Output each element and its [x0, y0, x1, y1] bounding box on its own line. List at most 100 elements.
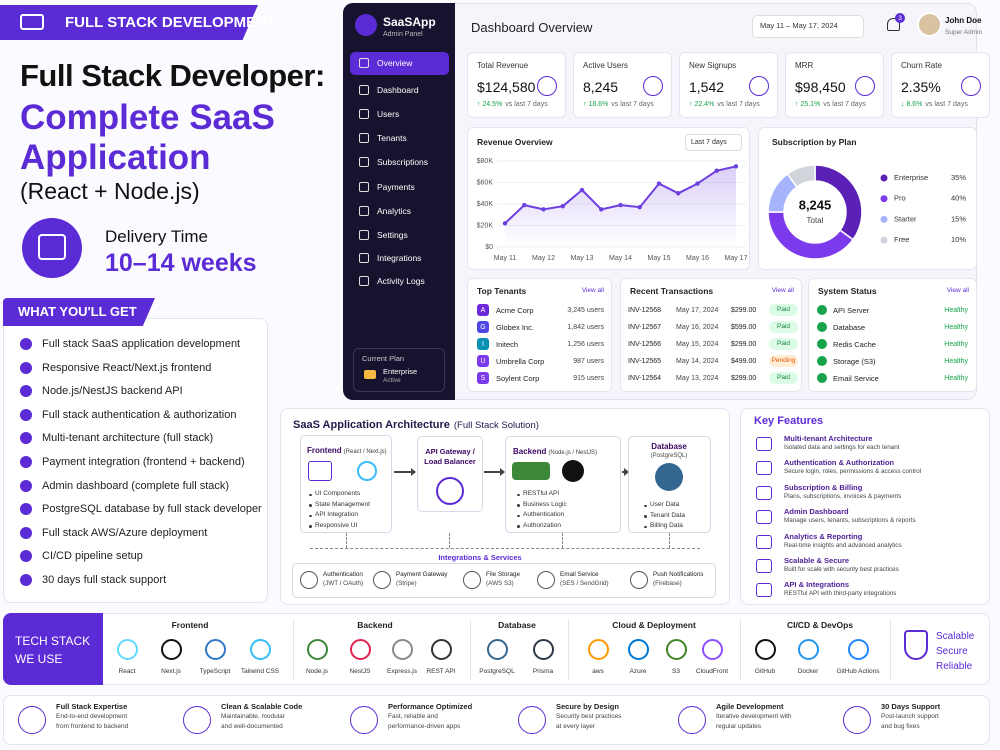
kpi-delta: ↑ 18.6%: [583, 101, 609, 108]
footer-desc: Iterative development with: [716, 713, 792, 720]
nav-icon: [359, 182, 369, 192]
nav-item[interactable]: Analytics: [377, 206, 412, 216]
tenant-badge: [477, 372, 489, 384]
footer-title: Full Stack Expertise: [56, 702, 128, 711]
nav-icon: [359, 276, 369, 286]
nav-item[interactable]: Payments: [377, 182, 415, 192]
tenant-users: 1,842 users: [567, 324, 604, 331]
user-name: John Doe: [945, 16, 982, 25]
invoice-amount: $299.00: [731, 375, 757, 382]
kpi-change: ↑ 25.1% vs last 7 days: [795, 101, 866, 108]
nav-item[interactable]: Tenants: [377, 133, 407, 143]
tenant-users: 3,245 users: [567, 307, 604, 314]
headline: Full Stack Developer:: [20, 58, 325, 93]
tech-name: Prisma: [532, 668, 554, 675]
tech-name: aws: [592, 668, 604, 675]
tag-text: FULL STACK DEVELOPMENT: [65, 14, 277, 31]
nav-icon: [359, 157, 369, 167]
table-card: [467, 278, 612, 392]
nav-icon: [359, 253, 369, 263]
nav-item[interactable]: Dashboard: [377, 85, 419, 95]
footer-icon: [678, 706, 706, 734]
table-title: System Status: [818, 286, 877, 296]
tech-logo: [798, 639, 819, 660]
tenant-initial: A: [480, 307, 486, 314]
database-block: [628, 436, 711, 533]
feature-icon: [756, 583, 772, 598]
kpi-delta: ↑ 25.1%: [795, 101, 821, 108]
tenant-initial: I: [482, 341, 484, 348]
avatar: [917, 12, 942, 37]
tenant-name: Soylent Corp: [496, 374, 540, 383]
view-all-link[interactable]: View all: [946, 287, 969, 294]
group-title: Backend: [357, 620, 393, 630]
feature-title: Authentication & Authorization: [784, 458, 895, 468]
nav-item[interactable]: Activity Logs: [377, 276, 425, 286]
gateway-title: Load Balancer: [424, 457, 476, 466]
bullet-dot: [309, 504, 312, 507]
check-bullet: [20, 574, 32, 586]
block-sub: (React / Next.js): [343, 449, 387, 455]
group-divider: [568, 620, 569, 680]
integration-icon: [537, 571, 555, 589]
view-all-link[interactable]: View all: [581, 287, 604, 294]
kpi-icon: [855, 76, 875, 96]
feature-desc: Isolated data and settings for each tena…: [784, 444, 900, 451]
invoice-status: Paid: [776, 374, 791, 381]
nest-logo: [562, 460, 584, 482]
nav-item[interactable]: Settings: [377, 230, 408, 240]
bullet-dot: [309, 514, 312, 517]
subtitle: (React + Node.js): [20, 178, 200, 204]
table-title: Top Tenants: [477, 286, 527, 296]
tech-logo: [702, 639, 723, 660]
frontend-block: [300, 435, 392, 533]
date-picker[interactable]: [752, 15, 864, 38]
tenant-name: Globex Inc.: [496, 323, 534, 332]
features-box: [740, 408, 990, 605]
benefits-box: [3, 318, 268, 603]
feature-icon: [756, 437, 772, 451]
invoice-id: INV-12565: [628, 358, 662, 365]
feature-title: API & Integrations: [784, 580, 850, 590]
code-icon: [20, 14, 44, 30]
footer-desc: Fast, reliable and: [388, 713, 438, 720]
bell-icon[interactable]: [887, 18, 900, 31]
range-text[interactable]: Last 7 days: [691, 139, 727, 146]
shield-icon: [904, 630, 928, 660]
range-select[interactable]: [685, 134, 742, 151]
nav-item[interactable]: Overview: [377, 58, 413, 68]
integration-title: Email Service: [560, 571, 599, 578]
invoice-date: May 15, 2024: [676, 341, 719, 348]
block-heading: Frontend (React / Next.js): [307, 441, 387, 457]
invoice-status: Paid: [776, 340, 791, 347]
footer-title: 30 Days Support: [881, 702, 941, 711]
integration-sub: (Firebase): [653, 580, 682, 587]
footer-desc: Post-launch support: [881, 713, 939, 720]
check-bullet: [20, 526, 32, 539]
check-bullet: [20, 408, 32, 421]
nav-item[interactable]: Subscriptions: [377, 157, 429, 167]
tech-logo: [755, 639, 776, 660]
tech-logo: [205, 639, 226, 660]
block-item: Business Logic: [523, 500, 567, 508]
tech-logo: [628, 639, 649, 660]
block-item: Tenant Data: [650, 511, 686, 519]
feature-desc: Real-time insights and advanced analytic…: [784, 541, 902, 549]
tech-name: Node.js: [305, 668, 329, 675]
tenant-name: Initech: [496, 340, 519, 349]
block-sub: (PostgreSQL): [650, 453, 688, 459]
feature-icon: [756, 559, 772, 573]
nav-item[interactable]: Integrations: [377, 253, 422, 263]
group-divider: [470, 620, 471, 680]
date-range[interactable]: May 11 – May 17, 2024: [760, 21, 838, 30]
block-item: Responsive UI: [315, 521, 358, 529]
tagline: Secure: [936, 646, 968, 657]
tenant-users: 987 users: [573, 358, 604, 365]
tech-name: Docker: [797, 668, 819, 675]
invoice-id: INV-12568: [628, 307, 662, 314]
integration-icon: [300, 571, 318, 589]
view-all-link[interactable]: View all: [771, 287, 794, 294]
tenant-badge: [477, 321, 489, 333]
nav-item[interactable]: Users: [377, 109, 400, 119]
tech-name: Tailwind CSS: [240, 668, 280, 675]
